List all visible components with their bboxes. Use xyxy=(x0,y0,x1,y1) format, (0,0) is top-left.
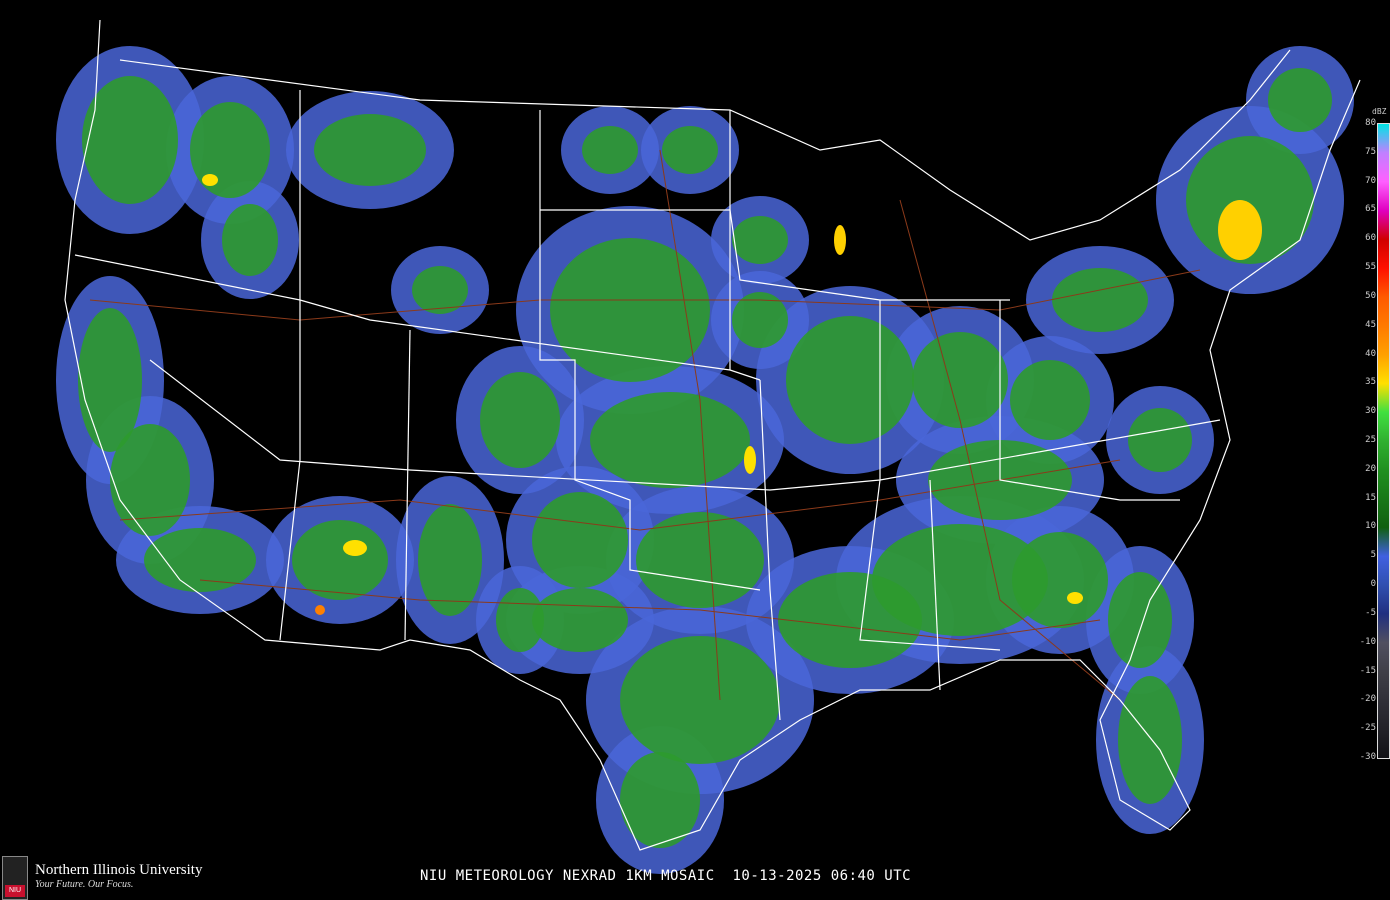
legend-label: -25 xyxy=(1360,723,1376,733)
radar-echo xyxy=(110,424,190,536)
radar-echo xyxy=(1067,592,1083,604)
reflectivity-legend: dBZ 80757065605550454035302520151050-5-1… xyxy=(1355,105,1390,765)
radar-echo xyxy=(620,636,780,764)
radar-echo xyxy=(1012,532,1108,628)
radar-echo xyxy=(662,126,718,174)
radar-echo xyxy=(1268,68,1332,132)
legend-label: 0 xyxy=(1371,579,1376,589)
radar-echo xyxy=(144,528,256,592)
university-tagline: Your Future. Our Focus. xyxy=(35,879,202,890)
legend-label: 80 xyxy=(1365,118,1376,128)
radar-echo xyxy=(636,512,764,608)
radar-echo xyxy=(190,102,270,198)
radar-echo xyxy=(496,588,544,652)
radar-echo xyxy=(343,540,367,556)
legend-label: 30 xyxy=(1365,406,1376,416)
radar-echo xyxy=(744,446,756,474)
radar-echo xyxy=(202,174,218,186)
legend-unit: dBZ xyxy=(1372,107,1386,116)
legend-label: 70 xyxy=(1365,176,1376,186)
radar-echo xyxy=(1052,268,1148,332)
radar-echo xyxy=(1128,408,1192,472)
map-caption: NIU METEOROLOGY NEXRAD 1KM MOSAIC 10-13-… xyxy=(420,868,911,884)
radar-echo xyxy=(315,605,325,615)
university-name: Northern Illinois University xyxy=(35,862,202,879)
niu-logo: NIU Northern Illinois University Your Fu… xyxy=(2,856,202,900)
legend-label: 75 xyxy=(1365,147,1376,157)
radar-echo xyxy=(834,225,846,255)
legend-label: 10 xyxy=(1365,521,1376,531)
radar-echo xyxy=(1218,200,1262,260)
radar-echo xyxy=(1108,572,1172,668)
radar-echo xyxy=(582,126,638,174)
radar-echo xyxy=(418,504,482,616)
legend-color-bar xyxy=(1377,123,1390,759)
radar-echo xyxy=(1010,360,1090,440)
legend-label: 65 xyxy=(1365,204,1376,214)
legend-label: 20 xyxy=(1365,464,1376,474)
legend-label: 5 xyxy=(1371,550,1376,560)
legend-label: 35 xyxy=(1365,377,1376,387)
radar-echo xyxy=(480,372,560,468)
legend-label: 50 xyxy=(1365,291,1376,301)
legend-label: 40 xyxy=(1365,349,1376,359)
legend-label: -5 xyxy=(1365,608,1376,618)
radar-echo xyxy=(786,316,914,444)
legend-label: -20 xyxy=(1360,694,1376,704)
radar-echo xyxy=(778,572,922,668)
radar-echo xyxy=(292,520,388,600)
radar-echo xyxy=(314,114,426,186)
legend-label: -10 xyxy=(1360,637,1376,647)
radar-echo xyxy=(590,392,750,488)
niu-seal: NIU xyxy=(2,856,28,900)
legend-label: 45 xyxy=(1365,320,1376,330)
radar-echo xyxy=(222,204,278,276)
radar-echo xyxy=(532,492,628,588)
legend-label: 60 xyxy=(1365,233,1376,243)
legend-label: 55 xyxy=(1365,262,1376,272)
legend-label: 15 xyxy=(1365,493,1376,503)
legend-label: -30 xyxy=(1360,752,1376,762)
radar-echo xyxy=(912,332,1008,428)
radar-echo xyxy=(1118,676,1182,804)
legend-label: 25 xyxy=(1365,435,1376,445)
radar-echo xyxy=(732,216,788,264)
radar-echo xyxy=(532,588,628,652)
legend-label: -15 xyxy=(1360,666,1376,676)
